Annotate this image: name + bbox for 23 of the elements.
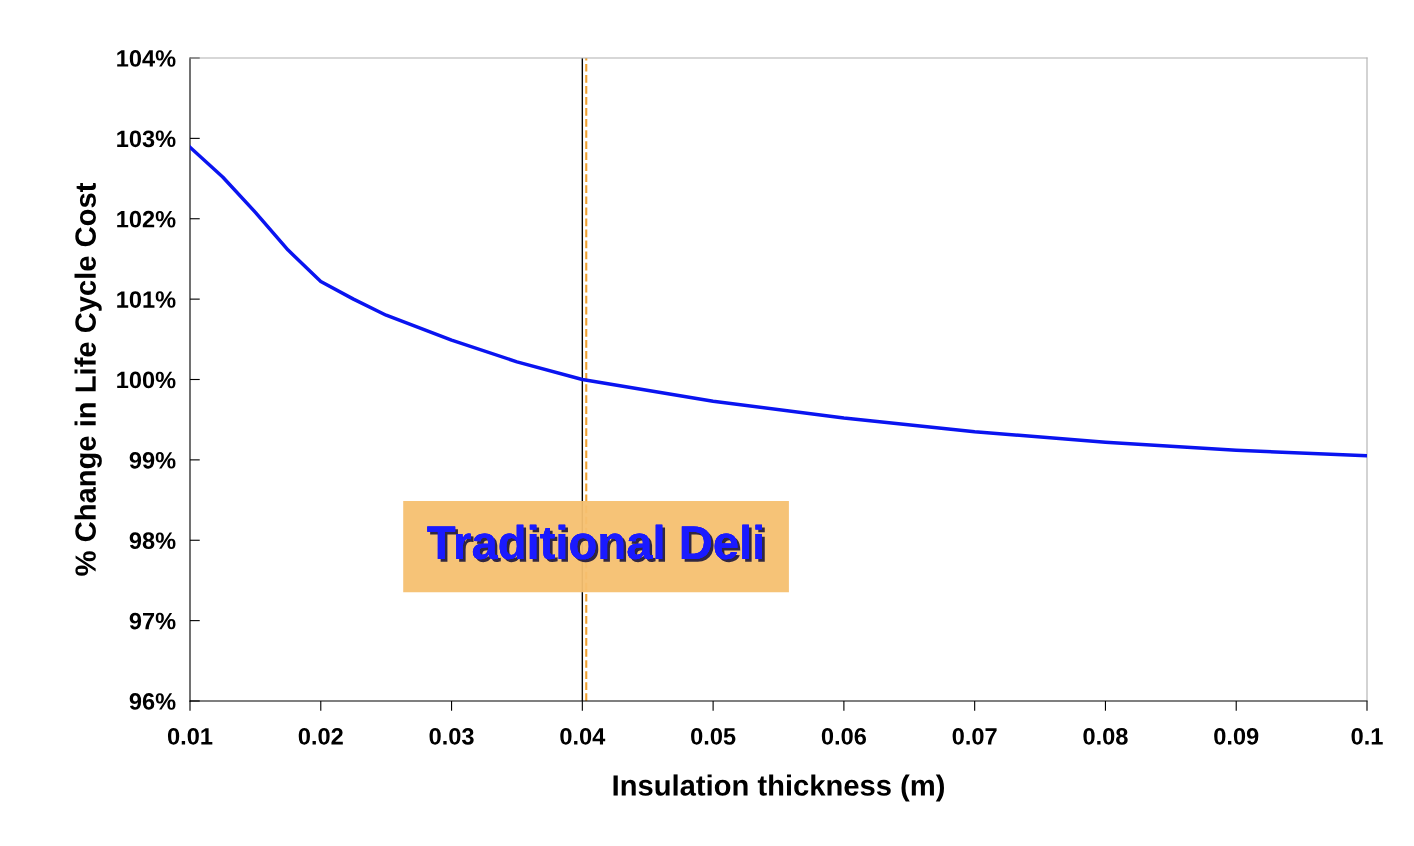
y-tick-label: 104% bbox=[117, 50, 176, 67]
x-tick-label: 0.05 bbox=[691, 728, 736, 745]
x-tick-label: 0.01 bbox=[167, 728, 213, 745]
y-tick-label: 99% bbox=[129, 451, 176, 469]
y-tick-label: 96% bbox=[129, 693, 176, 710]
annotation: Traditional Deli bbox=[427, 524, 765, 563]
y-axis-title: % Change in Life Cycle Cost bbox=[74, 182, 102, 576]
y-tick-label: 101% bbox=[117, 291, 176, 308]
x-tick-label: 0.06 bbox=[821, 728, 867, 745]
x-tick-label: 0.08 bbox=[1083, 728, 1128, 745]
x-tick-label: 0.02 bbox=[298, 728, 343, 745]
y-tick-label: 98% bbox=[129, 532, 176, 550]
y-tick-label: 100% bbox=[117, 371, 176, 389]
x-tick-label: 0.04 bbox=[560, 728, 606, 745]
x-tick-label: 0.1 bbox=[1351, 728, 1383, 745]
x-tick-label: 0.07 bbox=[952, 728, 997, 745]
line-series bbox=[190, 145, 1367, 458]
y-tick-label: 103% bbox=[117, 130, 176, 148]
x-tick-label: 0.09 bbox=[1214, 728, 1259, 745]
y-tick-label: 102% bbox=[117, 210, 176, 228]
x-tick-label: 0.03 bbox=[429, 728, 474, 745]
x-axis-title: Insulation thickness (m) bbox=[613, 774, 944, 802]
y-tick-label: 97% bbox=[129, 612, 176, 630]
